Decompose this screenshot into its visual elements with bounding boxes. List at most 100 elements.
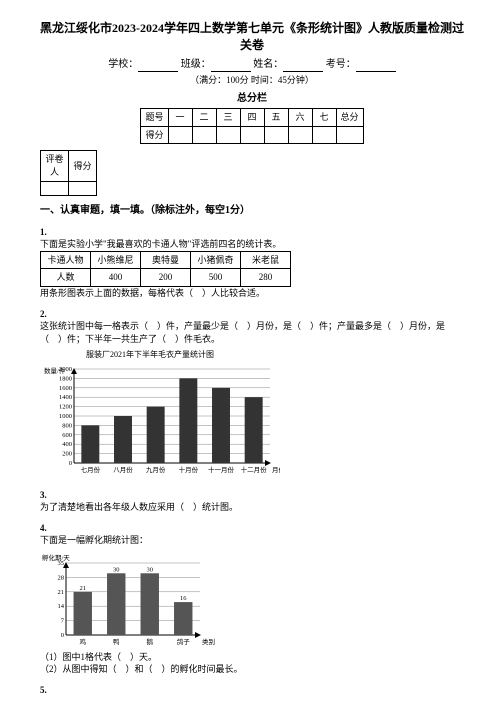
svg-text:1600: 1600 <box>59 384 72 391</box>
class-blank[interactable] <box>211 60 251 72</box>
svg-text:十二月份: 十二月份 <box>241 465 268 474</box>
section-1-heading: 一、认真审题，填一填。（除标注外，每空1分） <box>40 204 464 218</box>
score-cell[interactable] <box>168 126 192 144</box>
score-row2-head: 得分 <box>141 126 168 144</box>
q1-th: 奥特曼 <box>141 251 191 269</box>
question-1: 1. 下面是实验小学"我最喜欢的卡通人物"评选前四名的统计表。 卡通人物 小熊维… <box>40 226 464 300</box>
score-col: 六 <box>288 109 312 127</box>
score-col: 二 <box>192 109 216 127</box>
q1-th: 卡通人物 <box>41 251 91 269</box>
exam-meta: （满分：100分 时间：45分钟） <box>40 74 464 87</box>
score-col: 五 <box>264 109 288 127</box>
question-4: 4. 下面是一幅孵化期统计图： 孵化期/天071421283521鸡30鸭30鹅… <box>40 522 464 676</box>
q4-number: 4. <box>40 522 464 535</box>
q3-text: 为了清楚地看出各年级人数应采用（ ）统计图。 <box>40 501 464 514</box>
table-row: 卡通人物 小熊维尼 奥特曼 小猪佩奇 米老鼠 <box>41 251 291 269</box>
reviewer-score-label: 得分 <box>69 151 97 181</box>
question-5: 5. <box>40 684 464 697</box>
name-blank[interactable] <box>283 60 323 72</box>
class-label: 班级： <box>181 59 211 70</box>
reviewer-table: 评卷人 得分 <box>40 150 97 195</box>
score-cell[interactable] <box>288 126 312 144</box>
table-row: 题号 一 二 三 四 五 六 七 总分 <box>141 109 363 127</box>
q4-intro: 下面是一幅孵化期统计图： <box>40 534 464 547</box>
score-cell[interactable] <box>192 126 216 144</box>
svg-text:2000: 2000 <box>59 366 72 373</box>
svg-text:孵化期/天: 孵化期/天 <box>42 553 70 562</box>
q1-number: 1. <box>40 226 464 239</box>
svg-text:600: 600 <box>62 431 72 438</box>
svg-text:200: 200 <box>62 450 72 457</box>
svg-text:30: 30 <box>147 566 154 573</box>
question-2: 2. 这张统计图中每一格表示（ ）件，产量最少是（ ）月份，是（ ）件；产量最多… <box>40 308 464 481</box>
svg-text:1400: 1400 <box>59 394 72 401</box>
q1-val: 400 <box>91 269 141 287</box>
svg-text:九月份: 九月份 <box>146 465 166 474</box>
q2-number: 2. <box>40 308 464 321</box>
q2-chart-svg: 数量/件020040060080010001200140016001800200… <box>40 361 280 481</box>
school-blank[interactable] <box>138 60 178 72</box>
svg-text:0: 0 <box>61 632 64 639</box>
q1-th: 小熊维尼 <box>91 251 141 269</box>
svg-text:类别: 类别 <box>202 637 215 646</box>
svg-text:0: 0 <box>69 460 72 467</box>
q1-table: 卡通人物 小熊维尼 奥特曼 小猪佩奇 米老鼠 人数 400 200 500 28… <box>40 251 291 287</box>
svg-text:七月份: 七月份 <box>81 465 101 474</box>
score-cell[interactable] <box>240 126 264 144</box>
svg-text:月份: 月份 <box>272 465 280 474</box>
reviewer-cell[interactable] <box>41 181 69 195</box>
svg-text:鸭: 鸭 <box>113 637 120 646</box>
reviewer-score-cell[interactable] <box>69 181 97 195</box>
svg-text:鸡: 鸡 <box>80 637 87 646</box>
svg-text:28: 28 <box>58 574 65 581</box>
svg-text:21: 21 <box>58 589 65 596</box>
q1-val: 500 <box>191 269 241 287</box>
score-col: 总分 <box>336 109 363 127</box>
reviewer-label: 评卷人 <box>41 151 69 181</box>
examno-blank[interactable] <box>356 60 396 72</box>
q1-val: 280 <box>241 269 291 287</box>
score-cell[interactable] <box>312 126 336 144</box>
q1-th: 米老鼠 <box>241 251 291 269</box>
table-row: 人数 400 200 500 280 <box>41 269 291 287</box>
q2-text: 这张统计图中每一格表示（ ）件，产量最少是（ ）月份，是（ ）件；产量最多是（ … <box>40 320 464 345</box>
score-cell[interactable] <box>216 126 240 144</box>
svg-text:1000: 1000 <box>59 413 72 420</box>
score-bar-label: 总分栏 <box>40 92 464 106</box>
svg-text:十一月份: 十一月份 <box>208 465 235 474</box>
examno-label: 考号： <box>326 59 356 70</box>
name-label: 姓名： <box>253 59 283 70</box>
q1-tail: 用条形图表示上面的数据，每格代表（ ）人比较合适。 <box>40 287 464 300</box>
q4-chart-svg: 孵化期/天071421283521鸡30鸭30鹅16鸽子类别 <box>40 551 220 651</box>
svg-text:14: 14 <box>58 603 65 610</box>
q2-chart: 服装厂2021年下半年毛衣产量统计图 数量/件02004006008001000… <box>40 349 464 480</box>
score-cell[interactable] <box>264 126 288 144</box>
table-row <box>41 181 97 195</box>
score-table: 题号 一 二 三 四 五 六 七 总分 得分 <box>140 108 363 144</box>
svg-text:1800: 1800 <box>59 375 72 382</box>
svg-text:7: 7 <box>61 617 65 624</box>
q1-val: 200 <box>141 269 191 287</box>
svg-text:400: 400 <box>62 441 72 448</box>
q1-row-label: 人数 <box>41 269 91 287</box>
svg-text:16: 16 <box>180 595 187 602</box>
student-info-line: 学校： 班级： 姓名： 考号： <box>40 58 464 72</box>
school-label: 学校： <box>108 59 138 70</box>
score-cell[interactable] <box>336 126 363 144</box>
q2-chart-title: 服装厂2021年下半年毛衣产量统计图 <box>40 349 260 360</box>
svg-text:800: 800 <box>62 422 72 429</box>
svg-text:1200: 1200 <box>59 403 72 410</box>
svg-text:35: 35 <box>58 560 65 567</box>
q1-intro: 下面是实验小学"我最喜欢的卡通人物"评选前四名的统计表。 <box>40 238 464 251</box>
table-row: 评卷人 得分 <box>41 151 97 181</box>
q3-number: 3. <box>40 489 464 502</box>
q4-sub1: （1）图中1格代表（ ）天。 <box>40 651 464 664</box>
q5-number: 5. <box>40 684 464 697</box>
page-title: 黑龙江绥化市2023-2024学年四上数学第七单元《条形统计图》人教版质量检测过… <box>40 20 464 54</box>
svg-text:十月份: 十月份 <box>179 465 199 474</box>
question-3: 3. 为了清楚地看出各年级人数应采用（ ）统计图。 <box>40 489 464 514</box>
score-col: 七 <box>312 109 336 127</box>
table-row: 得分 <box>141 126 363 144</box>
score-col: 三 <box>216 109 240 127</box>
svg-text:鸽子: 鸽子 <box>177 637 191 646</box>
